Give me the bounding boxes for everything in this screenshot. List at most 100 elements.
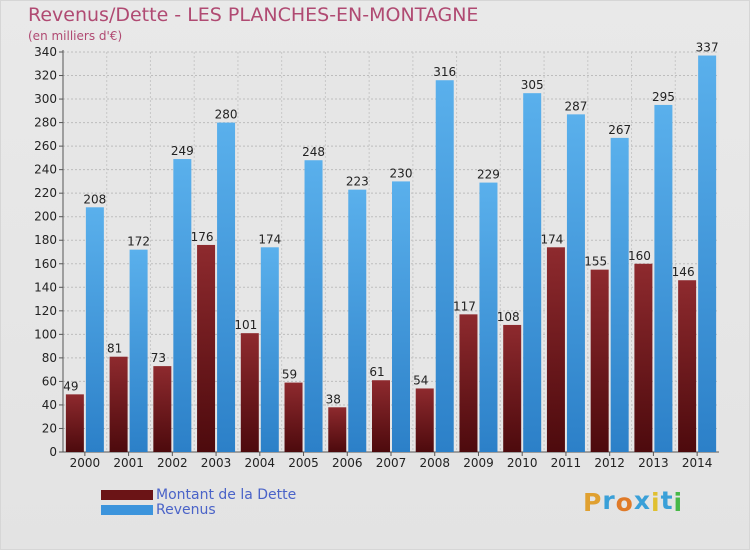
x-tick-label: 2008 [419, 456, 450, 470]
value-label: 38 [326, 392, 341, 406]
y-tick-label: 220 [34, 186, 57, 200]
y-tick-label: 200 [34, 210, 57, 224]
bar-debt [678, 280, 697, 452]
legend-swatch-debt [101, 490, 153, 500]
x-tick-label: 2012 [594, 456, 625, 470]
y-tick-label: 300 [34, 92, 57, 106]
y-tick-label: 40 [42, 398, 57, 412]
x-tick-label: 2013 [638, 456, 669, 470]
logo-letter: P [583, 488, 603, 517]
value-label: 208 [83, 192, 106, 206]
logo-letter: x [633, 486, 651, 515]
bar-debt [503, 324, 522, 452]
value-label: 73 [151, 351, 166, 365]
bar-revenue [217, 122, 236, 453]
bar-debt [328, 407, 347, 452]
proxiti-logo: Proxiti [583, 486, 684, 517]
value-label: 174 [258, 232, 281, 246]
value-label: 337 [696, 41, 719, 55]
value-label: 101 [234, 318, 257, 332]
x-tick-label: 2005 [288, 456, 319, 470]
value-label: 160 [628, 249, 651, 263]
bar-revenue [129, 249, 148, 452]
value-label: 108 [497, 310, 520, 324]
bar-debt [153, 366, 172, 452]
x-tick-label: 2004 [245, 456, 276, 470]
bar-debt [546, 247, 565, 452]
value-label: 223 [346, 175, 369, 189]
value-label: 172 [127, 235, 150, 249]
value-label: 54 [413, 373, 428, 387]
y-tick-label: 320 [34, 69, 57, 83]
y-tick-label: 140 [34, 280, 57, 294]
value-label: 248 [302, 145, 325, 159]
bar-revenue [435, 80, 454, 452]
x-tick-label: 2003 [201, 456, 232, 470]
value-label: 295 [652, 90, 675, 104]
x-tick-label: 2011 [551, 456, 582, 470]
bar-revenue [610, 137, 629, 452]
value-label: 230 [390, 166, 413, 180]
y-tick-label: 340 [34, 45, 57, 59]
logo-letter: i [673, 488, 684, 517]
bar-debt [65, 394, 84, 452]
value-label: 287 [564, 99, 587, 113]
y-tick-label: 160 [34, 257, 57, 271]
data-labels: 49 208 81 172 73 249 176 280 101 174 59 248 38 223 61 2… [63, 41, 718, 407]
bar-debt [590, 269, 609, 452]
y-tick-label: 240 [34, 163, 57, 177]
value-label: 49 [63, 379, 78, 393]
value-label: 249 [171, 144, 194, 158]
grid-lines [63, 51, 719, 453]
y-tick-label: 260 [34, 139, 57, 153]
chart-title: Revenus/Dette - LES PLANCHES-EN-MONTAGNE [28, 4, 479, 26]
bar-debt [284, 382, 303, 452]
bar-revenue [348, 189, 367, 452]
y-tick-label: 100 [34, 327, 57, 341]
y-tick-label: 20 [42, 421, 57, 435]
value-label: 305 [521, 78, 544, 92]
logo-letter: i [651, 488, 661, 517]
bars [65, 55, 717, 453]
x-tick-label: 2000 [70, 456, 101, 470]
bar-revenue [85, 207, 104, 452]
bar-revenue [392, 181, 410, 453]
x-tick-label: 2010 [507, 456, 538, 470]
value-label: 81 [107, 342, 122, 356]
y-tick-label: 280 [34, 116, 57, 130]
x-tick-label: 2014 [682, 456, 713, 470]
bar-debt [459, 314, 478, 452]
bar-revenue [566, 114, 585, 453]
value-label: 117 [453, 299, 476, 313]
bar-debt [240, 333, 259, 452]
y-tick-label: 60 [42, 374, 57, 388]
value-label: 267 [608, 123, 631, 137]
bar-revenue [304, 160, 323, 452]
legend-swatch-revenue [101, 505, 153, 515]
y-tick-label: 0 [49, 445, 57, 459]
value-label: 61 [369, 365, 384, 379]
logo-letter: o [615, 488, 634, 517]
bar-revenue [523, 93, 542, 453]
y-tick-label: 180 [34, 233, 57, 247]
y-tick-label: 120 [34, 304, 57, 318]
x-tick-label: 2002 [157, 456, 188, 470]
legend-label-debt: Montant de la Dette [156, 487, 297, 503]
bar-revenue [260, 247, 279, 452]
axes: 0 20 40 60 80 100 120 140 160 180 200 220 240 260 280 3… [34, 45, 719, 470]
value-label: 229 [477, 168, 500, 182]
bar-debt [109, 356, 128, 452]
bar-revenue [654, 104, 673, 453]
bar-revenue [698, 55, 717, 452]
x-tick-label: 2009 [463, 456, 494, 470]
legend-label-revenue: Revenus [156, 502, 216, 518]
value-label: 59 [282, 368, 297, 382]
bar-debt [634, 263, 653, 452]
bar-debt [415, 388, 434, 452]
x-tick-label: 2006 [332, 456, 363, 470]
logo-letter: r [602, 486, 616, 515]
y-tick-label: 80 [42, 351, 57, 365]
value-label: 146 [672, 265, 695, 279]
